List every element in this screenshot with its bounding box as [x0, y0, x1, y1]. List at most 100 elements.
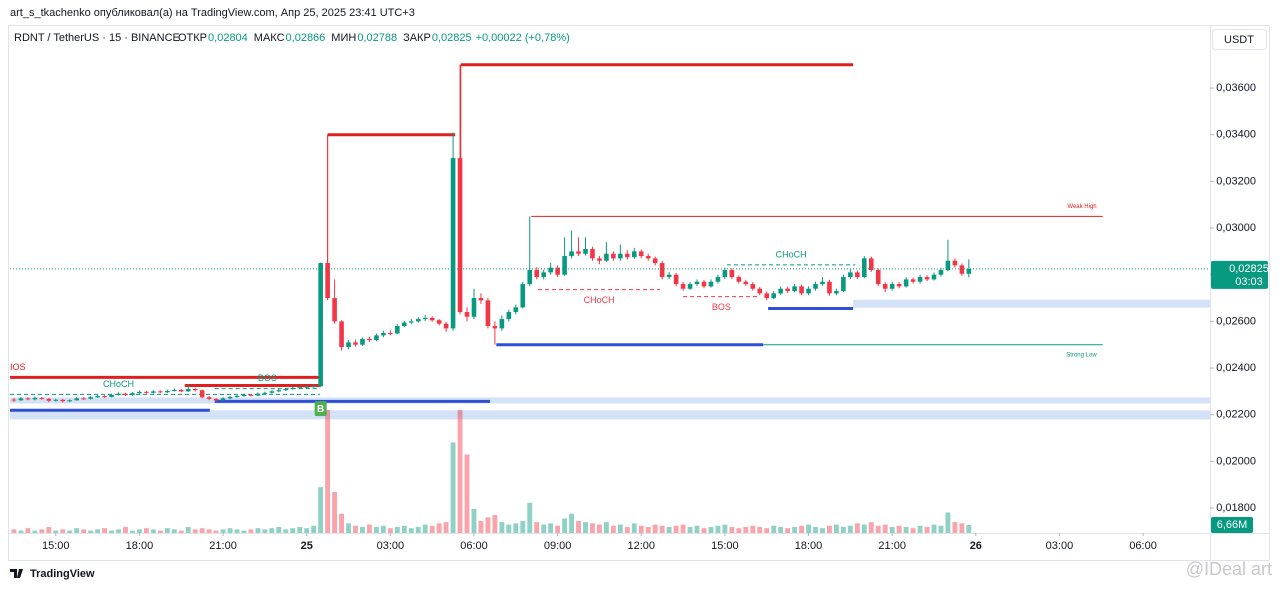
x-tick-label: 03:00 [1046, 540, 1074, 552]
volume-bar [339, 513, 344, 533]
x-tick-label: 26 [970, 540, 982, 552]
volume-bar [827, 525, 832, 533]
candle-body [652, 258, 658, 264]
volume-bar [32, 530, 38, 533]
candle-body [938, 270, 944, 275]
brand-logo [10, 569, 23, 578]
volume-bar [610, 525, 616, 533]
volume-bar [11, 529, 17, 533]
candle-body [548, 267, 553, 273]
volume-bar [262, 529, 268, 533]
volume-bar [889, 526, 895, 533]
candle-body [297, 387, 303, 389]
volume-bar [715, 525, 721, 533]
candle-body [422, 317, 428, 320]
candle-body [213, 398, 219, 401]
volume-bar [283, 529, 289, 533]
candle-body [171, 389, 177, 391]
candle-body [708, 281, 714, 287]
zone [853, 299, 1210, 308]
volume-bar [429, 525, 435, 533]
brand: TradingView [30, 568, 95, 580]
candle-body [11, 399, 17, 401]
candle-body [743, 281, 749, 285]
volume-bar [353, 525, 358, 533]
volume-bar [854, 523, 860, 533]
volume-bar [304, 528, 310, 533]
y-tick-label: 0,02200 [1216, 409, 1256, 421]
volume-bar [631, 523, 637, 533]
volume-bar [178, 530, 184, 533]
candle-body [820, 281, 825, 285]
volume-bar [687, 526, 693, 533]
volume-bar [576, 520, 581, 533]
volume-bar [903, 526, 909, 533]
x-tick-label: 21:00 [878, 540, 906, 552]
candle-body [53, 399, 59, 401]
candle-body [757, 288, 763, 294]
candle-body [283, 389, 289, 391]
candle-body [206, 397, 212, 399]
volume-bar [136, 529, 142, 533]
candle-body [924, 277, 930, 280]
candle-body [666, 274, 672, 278]
candle-body [813, 284, 818, 289]
volume-bar [534, 522, 540, 533]
volume-bar [478, 520, 484, 533]
volume-bar [861, 524, 867, 533]
volume-bar [199, 528, 205, 533]
candle-body [910, 279, 916, 282]
volume-bar [450, 442, 456, 533]
volume-bar [25, 528, 31, 533]
candle-body [945, 260, 951, 271]
volume-bar [485, 517, 491, 533]
signal-marker [314, 401, 327, 417]
candle-body [499, 319, 505, 329]
legend-value: 0,02866 [286, 32, 326, 44]
y-tick-label: 0,02600 [1216, 315, 1256, 327]
volume-bar [408, 528, 414, 533]
x-tick-label: 15:00 [42, 540, 70, 552]
candle-body [478, 298, 484, 301]
x-tick-label: 06:00 [460, 540, 488, 552]
volume-bar [171, 529, 177, 533]
volume-bar [750, 525, 756, 533]
legend-field: МИН [331, 32, 356, 44]
candle-body [234, 396, 240, 398]
candle-body [220, 398, 226, 401]
volume-bar [945, 512, 951, 533]
candle-body [848, 272, 853, 278]
frame [8, 25, 1270, 561]
candle-body [178, 389, 184, 392]
volume-bar [806, 524, 811, 533]
legend-field: ЗАКР [403, 32, 431, 44]
volume-bar [443, 522, 449, 533]
candle-body [395, 326, 400, 334]
volume-bar [708, 526, 714, 533]
candle-body [792, 286, 797, 292]
candle-body [590, 249, 595, 259]
candle-body [255, 393, 261, 396]
volume-bar [638, 525, 644, 533]
x-tick-label: 18:00 [126, 540, 154, 552]
volume-bar [875, 525, 881, 533]
volume-bar [290, 528, 296, 533]
volume-bar [220, 529, 226, 533]
volume-bar [464, 454, 470, 533]
volume-bar [694, 525, 700, 533]
candle-body [81, 398, 86, 400]
currency-button[interactable] [1212, 29, 1267, 50]
volume-bar [513, 523, 519, 533]
currency[interactable]: USDT [1224, 34, 1254, 46]
volume-tag-label: 6,66M [1217, 519, 1248, 531]
structure-label: BOS [258, 373, 277, 383]
volume-bar [436, 523, 442, 533]
candle-body [332, 298, 337, 322]
volume-bar [88, 530, 94, 533]
candle-body [834, 291, 839, 294]
volume-bar [332, 491, 338, 533]
volume-bar [109, 530, 114, 533]
structure-label: BOS [712, 302, 731, 312]
volume-bar [673, 525, 679, 533]
